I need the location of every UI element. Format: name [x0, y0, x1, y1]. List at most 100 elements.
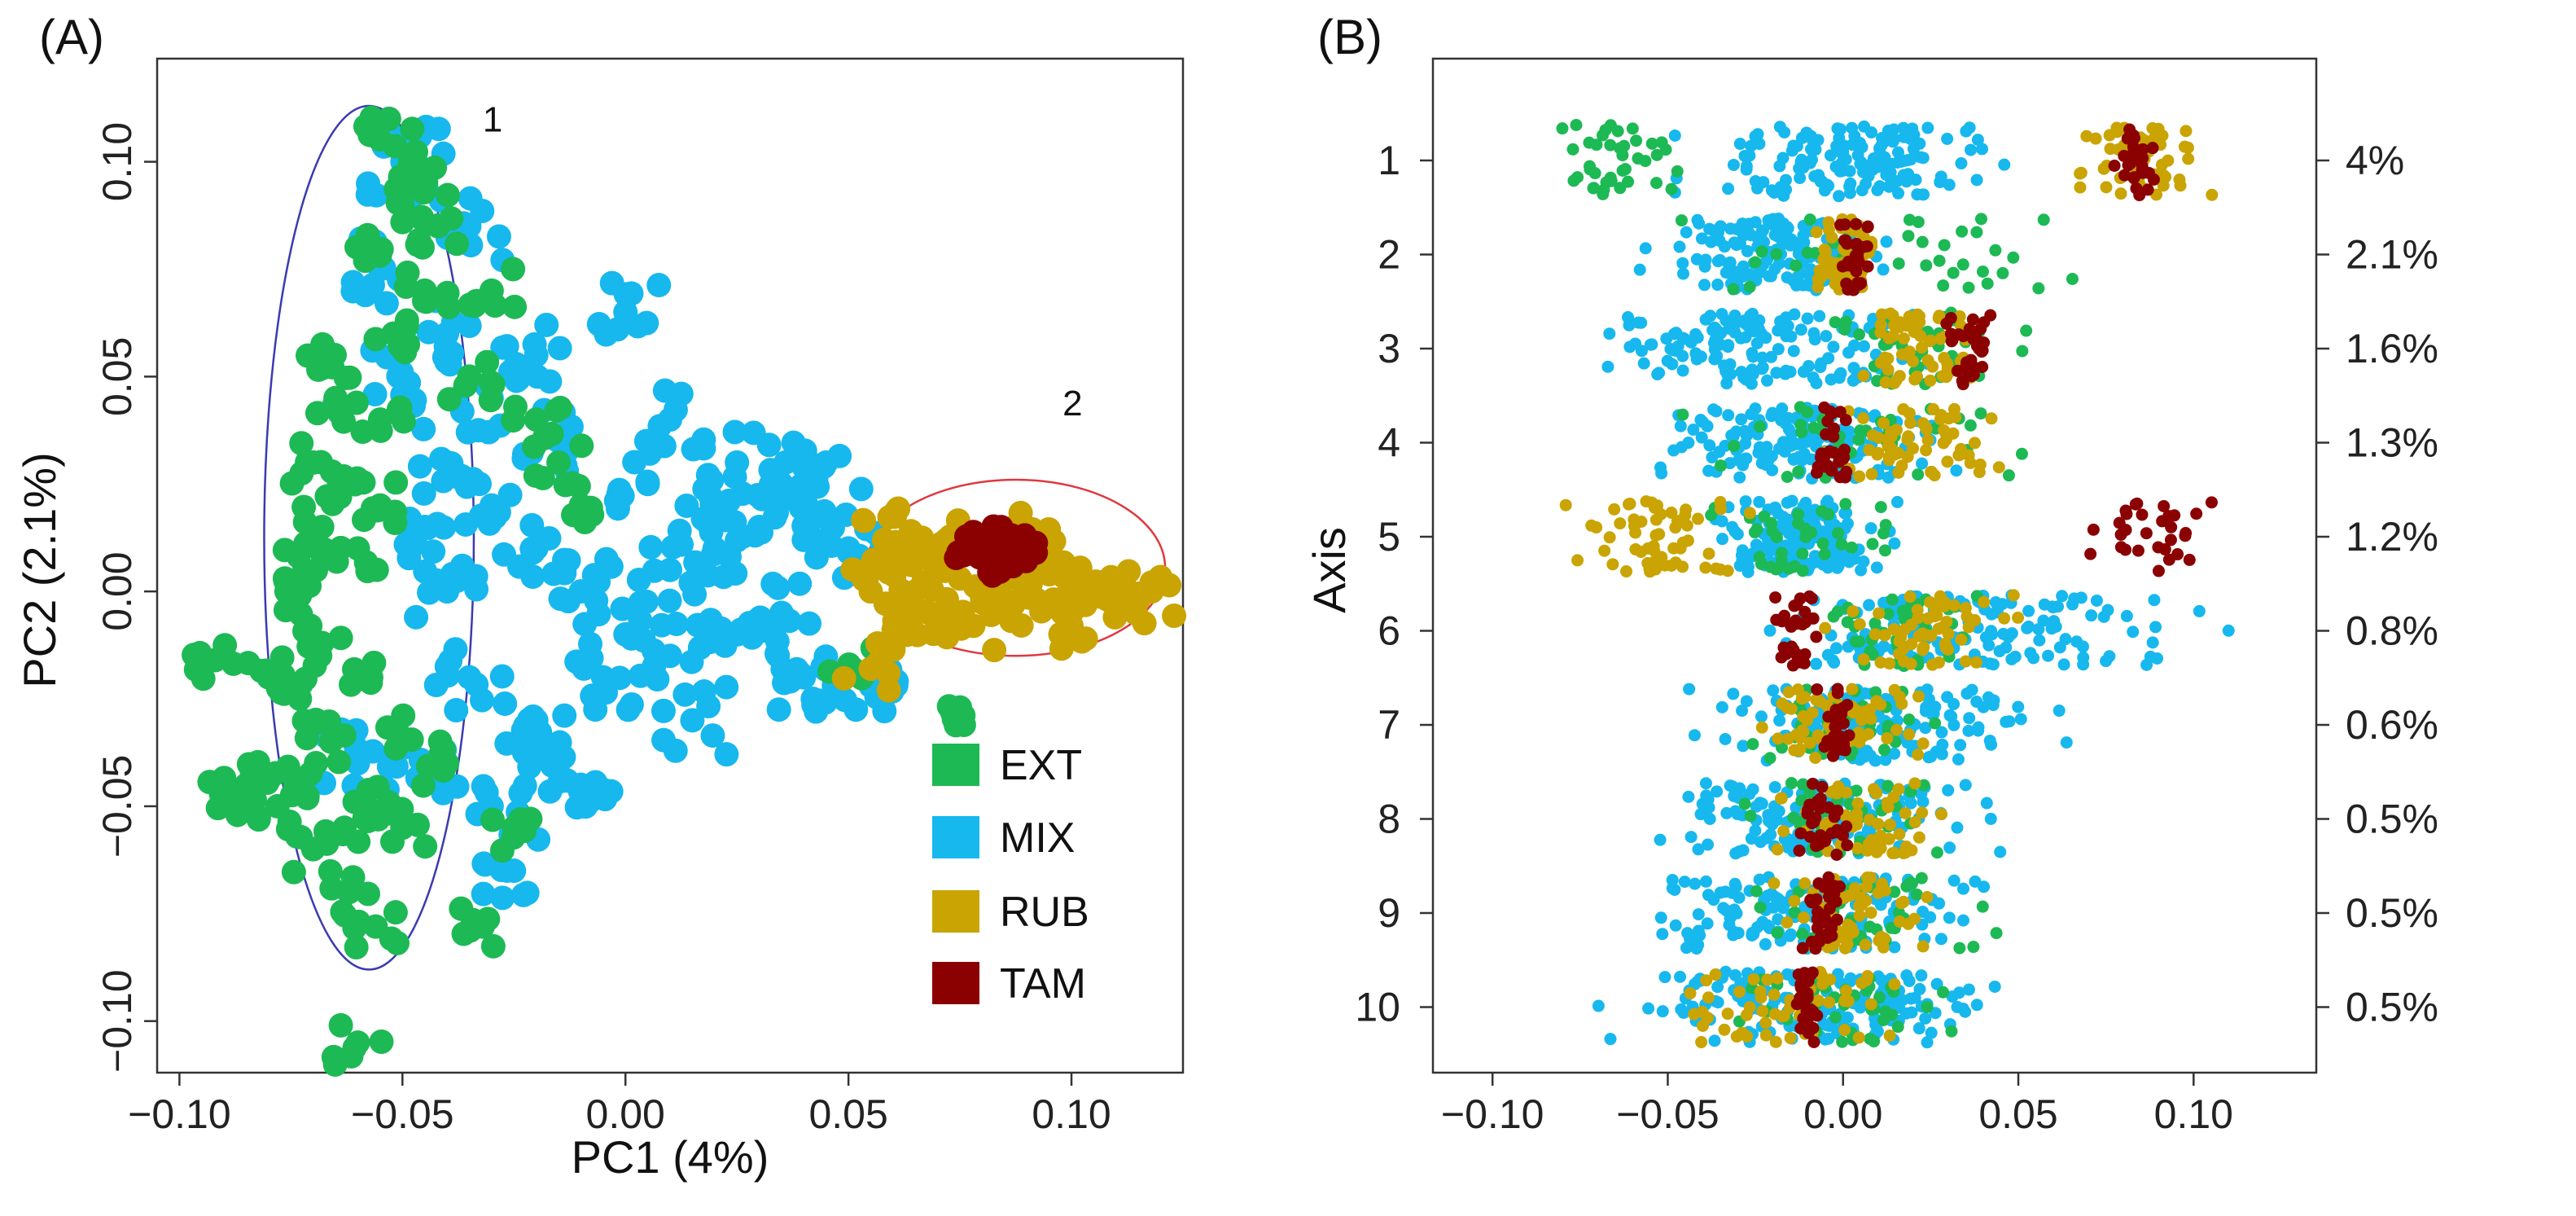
point-ext	[480, 807, 506, 832]
point-mix	[1745, 139, 1758, 152]
point-ext	[1903, 713, 1916, 727]
point-ext	[1792, 465, 1805, 478]
point-mix	[1921, 1036, 1934, 1049]
point-mix	[1680, 226, 1693, 239]
point-mix	[1993, 645, 2006, 658]
point-rub	[1866, 428, 1879, 441]
point-rub	[2074, 181, 2087, 194]
point-mix	[1824, 149, 1837, 162]
point-ext	[1882, 779, 1895, 792]
point-mix	[1743, 788, 1756, 801]
point-ext	[1650, 177, 1663, 190]
point-ext	[2066, 273, 2079, 286]
point-mix	[1727, 687, 1740, 700]
point-mix	[2057, 658, 2070, 671]
point-rub	[1864, 998, 1877, 1011]
point-rub	[851, 507, 876, 533]
point-rub	[1882, 352, 1895, 365]
point-rub	[1872, 818, 1885, 831]
point-mix	[1813, 309, 1826, 323]
point-mix	[1702, 801, 1715, 814]
legend-label-rub: RUB	[1000, 889, 1089, 936]
point-tam	[1830, 720, 1843, 733]
point-mix	[1768, 186, 1781, 199]
point-tam	[1824, 405, 1837, 418]
point-mix	[1760, 832, 1773, 845]
point-ext	[281, 859, 306, 885]
point-rub	[1803, 736, 1816, 749]
point-rub	[1756, 1004, 1769, 1017]
point-rub	[999, 608, 1024, 634]
point-mix	[1808, 169, 1821, 182]
point-rub	[1968, 437, 1981, 450]
point-tam	[1784, 618, 1797, 631]
point-mix	[1720, 377, 1733, 390]
point-ext	[1888, 885, 1901, 898]
point-ext	[1604, 138, 1617, 151]
point-mix	[374, 291, 399, 316]
point-rub	[1859, 938, 1872, 951]
point-ext	[383, 499, 408, 525]
point-ext	[1996, 266, 2009, 279]
point-mix	[1722, 257, 1735, 270]
point-mix	[1988, 980, 2001, 993]
point-tam	[1828, 880, 1841, 893]
point-mix	[1798, 236, 1811, 249]
point-ext	[1781, 471, 1794, 484]
point-ext	[383, 900, 408, 925]
point-mix	[1952, 753, 1965, 766]
point-rub	[1892, 783, 1905, 796]
point-rub	[1904, 590, 1917, 604]
point-mix	[1697, 415, 1710, 428]
point-mix	[1637, 357, 1650, 370]
point-mix	[1772, 343, 1785, 356]
point-rub	[1908, 777, 1921, 790]
point-rub	[1927, 403, 1940, 416]
point-ext	[389, 797, 414, 822]
point-rub	[1998, 612, 2011, 625]
point-mix	[1674, 419, 1687, 432]
point-mix	[777, 608, 802, 634]
point-rub	[1879, 376, 1892, 389]
point-rub	[1743, 1001, 1756, 1014]
point-tam	[1856, 240, 1869, 253]
point-ext	[1816, 537, 1829, 550]
point-mix	[1773, 160, 1786, 173]
legend: EXT MIX RUB TAM	[932, 742, 1089, 1007]
point-mix	[657, 588, 682, 613]
point-mix	[1862, 823, 1875, 836]
point-mix	[2151, 652, 2164, 665]
point-mix	[1687, 424, 1700, 437]
point-mix	[1680, 942, 1693, 955]
point-rub	[840, 557, 865, 582]
point-mix	[1795, 131, 1808, 144]
point-mix	[1682, 790, 1695, 803]
point-mix	[1787, 345, 1800, 358]
point-mix	[362, 381, 388, 406]
point-mix	[1633, 263, 1646, 276]
point-mix	[1739, 495, 1752, 508]
point-ext	[356, 881, 381, 907]
point-ext	[1886, 593, 1899, 606]
point-mix	[628, 590, 653, 616]
point-ext	[344, 235, 370, 260]
point-mix	[1837, 146, 1850, 159]
point-mix	[1688, 729, 1701, 742]
point-rub	[1041, 529, 1067, 554]
point-ext	[2020, 324, 2033, 337]
point-tam	[1802, 1026, 1815, 1039]
point-ext	[1808, 247, 1821, 260]
point-mix	[1780, 364, 1793, 377]
variance-label: 0.8%	[2346, 608, 2438, 654]
point-tam	[1816, 780, 1829, 793]
point-tam	[1810, 630, 1823, 643]
point-tam	[2114, 541, 2127, 554]
point-mix	[510, 882, 536, 907]
point-rub	[1921, 354, 1934, 367]
point-ext	[1614, 142, 1627, 155]
point-ext	[1796, 564, 1809, 577]
point-ext	[1785, 777, 1798, 790]
point-rub	[909, 599, 934, 624]
point-mix	[1855, 141, 1868, 154]
point-rub	[2157, 179, 2170, 192]
